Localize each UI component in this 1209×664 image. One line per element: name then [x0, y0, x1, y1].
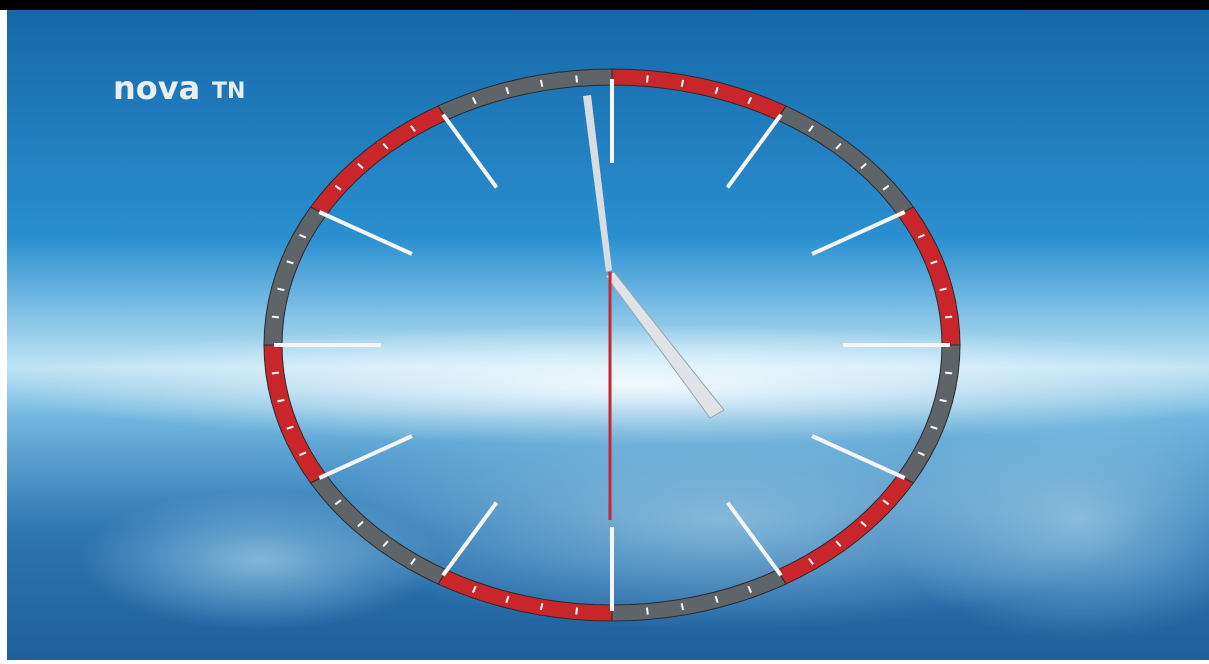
minute-marker: [939, 398, 947, 403]
minute-marker: [945, 315, 953, 319]
minute-marker: [357, 162, 364, 170]
minute-marker: [505, 595, 510, 604]
minute-marker: [917, 451, 925, 457]
logo-channel: TN: [212, 79, 245, 104]
minute-marker: [471, 585, 477, 593]
minute-marker: [357, 520, 364, 528]
minute-marker: [714, 86, 719, 95]
top-bar: [0, 0, 1209, 10]
minute-marker: [334, 499, 342, 506]
minute-marker: [539, 603, 544, 611]
minute-marker: [835, 540, 842, 548]
logo-brand: nova: [113, 69, 200, 107]
clock: [263, 68, 961, 622]
minute-marker: [575, 75, 578, 83]
minute-marker: [808, 557, 814, 565]
hour-marker: [811, 210, 906, 256]
minute-marker: [930, 260, 938, 265]
minute-marker: [410, 125, 416, 133]
minute-marker: [334, 184, 342, 191]
minute-marker: [747, 97, 753, 105]
minute-marker: [945, 371, 953, 375]
minute-marker: [835, 142, 842, 150]
hour-marker: [441, 501, 499, 577]
minute-marker: [299, 451, 307, 457]
minute-marker: [808, 125, 814, 133]
minute-marker: [646, 607, 649, 615]
minute-marker: [646, 75, 649, 83]
minute-marker: [271, 315, 279, 319]
minute-marker: [410, 557, 416, 565]
minute-marker: [539, 79, 544, 87]
minute-marker: [939, 287, 947, 292]
hour-marker: [441, 113, 499, 189]
minute-marker: [680, 79, 685, 87]
minute-marker: [575, 607, 578, 615]
minute-marker: [680, 603, 685, 611]
minute-marker: [286, 425, 294, 430]
minute-marker: [747, 585, 753, 593]
minute-marker: [860, 520, 867, 528]
minute-marker: [271, 371, 279, 375]
minute-marker: [930, 425, 938, 430]
minute-marker: [714, 595, 719, 604]
minute-marker: [505, 86, 510, 95]
minute-marker: [286, 260, 294, 265]
minute-marker: [471, 97, 477, 105]
minute-marker: [277, 398, 285, 403]
hour-marker: [725, 113, 783, 189]
minute-hand: [583, 95, 612, 272]
land: [80, 490, 440, 630]
minute-marker: [882, 184, 890, 191]
minute-marker: [882, 499, 890, 506]
minute-marker: [917, 233, 925, 239]
minute-marker: [382, 540, 389, 548]
minute-marker: [299, 233, 307, 239]
minute-marker: [382, 142, 389, 150]
hour-marker: [725, 501, 783, 577]
minute-marker: [860, 162, 867, 170]
hour-marker: [318, 210, 413, 256]
hour-marker: [811, 434, 906, 480]
land: [880, 400, 1209, 640]
hour-marker: [318, 434, 413, 480]
minute-marker: [277, 287, 285, 292]
horizon-glow: [0, 325, 1209, 445]
